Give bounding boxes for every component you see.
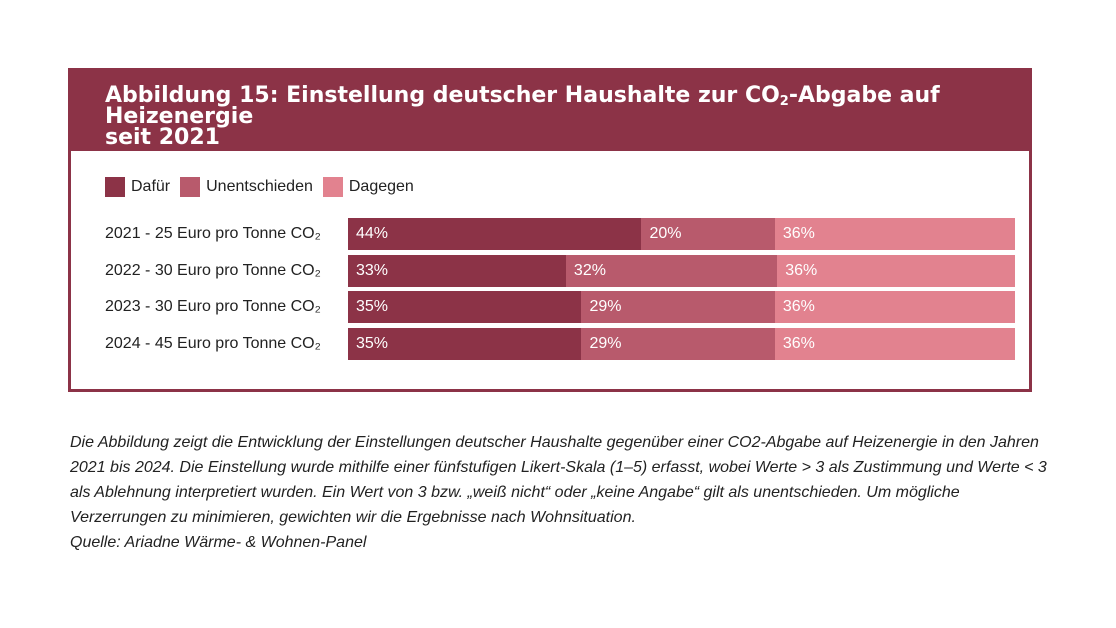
chart-row: 2022 - 30 Euro pro Tonne CO₂ 33% 32% 36%: [71, 254, 1029, 287]
bar-segment: 36%: [777, 254, 1015, 287]
bar-segment: 44%: [348, 218, 642, 250]
bar-segment: 33%: [348, 254, 566, 287]
title-part1: Abbildung 15: Einstellung deutscher Haus…: [105, 83, 780, 108]
bar-segment: 36%: [774, 327, 1015, 360]
category-label: 2022 - 30 Euro pro Tonne CO₂: [105, 261, 321, 279]
caption-source: Quelle: Ariadne Wärme- & Wohnen-Panel: [70, 534, 367, 551]
chart-row: 2024 - 45 Euro pro Tonne CO₂ 35% 29% 36%: [71, 327, 1029, 360]
bar-segment: 35%: [348, 291, 582, 323]
stacked-bar: 33% 32% 36%: [348, 254, 1015, 287]
legend-swatch: [180, 177, 201, 197]
legend-swatch: [322, 177, 343, 197]
title-part2: -Abgabe auf Heizenergie: [105, 83, 940, 129]
stacked-bar: 44% 20% 36%: [348, 218, 1015, 250]
category-label: 2024 - 45 Euro pro Tonne CO₂: [105, 334, 321, 352]
bar-segment: 36%: [774, 291, 1015, 323]
legend-item: Dagegen: [322, 177, 414, 197]
bar-segment: 20%: [641, 218, 775, 250]
title-subscript: 2: [779, 94, 789, 109]
legend-label: Unentschieden: [206, 178, 313, 195]
bar-segment: 29%: [581, 327, 775, 360]
legend-swatch: [105, 177, 125, 197]
chart-row: 2021 - 25 Euro pro Tonne CO₂ 44% 20% 36%: [71, 218, 1029, 250]
title-line2: seit 2021: [105, 125, 220, 150]
caption-text: Die Abbildung zeigt die Entwicklung der …: [70, 434, 1047, 526]
bar-segment: 35%: [348, 327, 582, 360]
figure-caption: Die Abbildung zeigt die Entwicklung der …: [70, 430, 1050, 555]
figure-title: Abbildung 15: Einstellung deutscher Haus…: [105, 83, 1007, 150]
legend-label: Dagegen: [348, 178, 414, 195]
figure-box: Abbildung 15: Einstellung deutscher Haus…: [68, 68, 1032, 392]
figure-header: Abbildung 15: Einstellung deutscher Haus…: [71, 71, 1029, 151]
bar-segment: 32%: [565, 254, 778, 287]
bar-segment: 36%: [774, 218, 1015, 250]
chart-row: 2023 - 30 Euro pro Tonne CO₂ 35% 29% 36%: [71, 291, 1029, 323]
legend-label: Dafür: [131, 178, 171, 195]
chart-legend: Dafür Unentschieden Dagegen: [105, 177, 424, 197]
stacked-bar: 35% 29% 36%: [348, 291, 1015, 323]
bar-segment: 29%: [581, 291, 775, 323]
stacked-bar: 35% 29% 36%: [348, 327, 1015, 360]
category-label: 2021 - 25 Euro pro Tonne CO₂: [105, 225, 321, 242]
legend-item: Dafür: [105, 177, 170, 197]
legend-item: Unentschieden: [180, 177, 313, 197]
category-label: 2023 - 30 Euro pro Tonne CO₂: [105, 298, 321, 315]
